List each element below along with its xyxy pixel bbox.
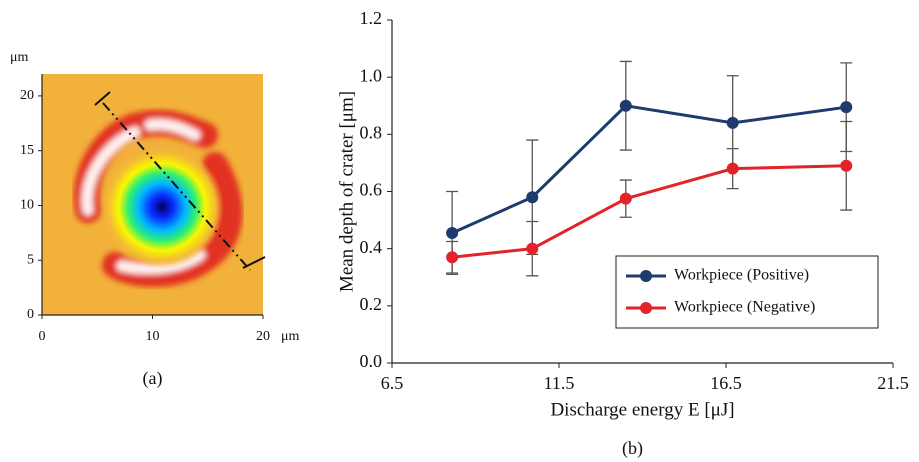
y-tick-label: 5 [27,252,34,267]
x-tick-label: 21.5 [877,373,909,393]
y-tick-label: 15 [20,143,34,158]
x-tick-label: 6.5 [381,373,404,393]
legend-label: Workpiece (Positive) [674,267,809,284]
data-point [727,163,739,175]
crater-core [100,145,224,269]
x-tick-label: 11.5 [544,373,575,393]
y-tick-label: 0.6 [360,180,383,200]
y-tick-label: 0.8 [360,122,383,142]
figure: 0 10 20 μm 0 5 10 15 20 μm (a) 0.0 0.2 0.4 0.6 0.8 1.0 1.… [0,0,919,462]
y-tick-label: 0 [27,307,34,322]
data-point [620,100,632,112]
y-tick-label: 1.2 [360,8,383,28]
data-point [446,227,458,239]
data-point [526,191,538,203]
page: 0 10 20 μm 0 5 10 15 20 μm (a) 0.0 0.2 0.4 0.6 0.8 1.0 1.… [0,0,919,462]
data-point [727,117,739,129]
legend-label: Workpiece (Negative) [674,299,815,316]
legend-marker [640,270,652,282]
data-point [526,243,538,255]
x-tick-label: 10 [146,329,160,344]
y-tick-label: 0.4 [360,237,383,257]
data-point [840,101,852,113]
y-tick-label: 20 [20,88,34,103]
y-tick-label: 0.0 [360,351,383,371]
x-tick-label: 0 [39,329,46,344]
y-tick-label: 0.2 [360,294,383,314]
series-line [452,106,846,233]
data-point [840,160,852,172]
heatmap-image [42,74,263,315]
caption: (a) [143,368,163,389]
data-point [620,193,632,205]
x-tick-label: 16.5 [710,373,742,393]
x-tick-label: 20 [256,329,270,344]
y-tick-label: 1.0 [360,65,383,85]
y-axis-title: Mean depth of crater [μm] [336,91,357,292]
series-line [452,166,846,257]
caption: (b) [622,438,643,459]
x-axis-title: Discharge energy E [μJ] [550,399,734,420]
y-axis-unit: μm [10,50,29,65]
data-point [446,251,458,263]
y-tick-label: 10 [20,198,34,213]
x-axis-unit: μm [281,329,300,344]
legend-marker [640,302,652,314]
